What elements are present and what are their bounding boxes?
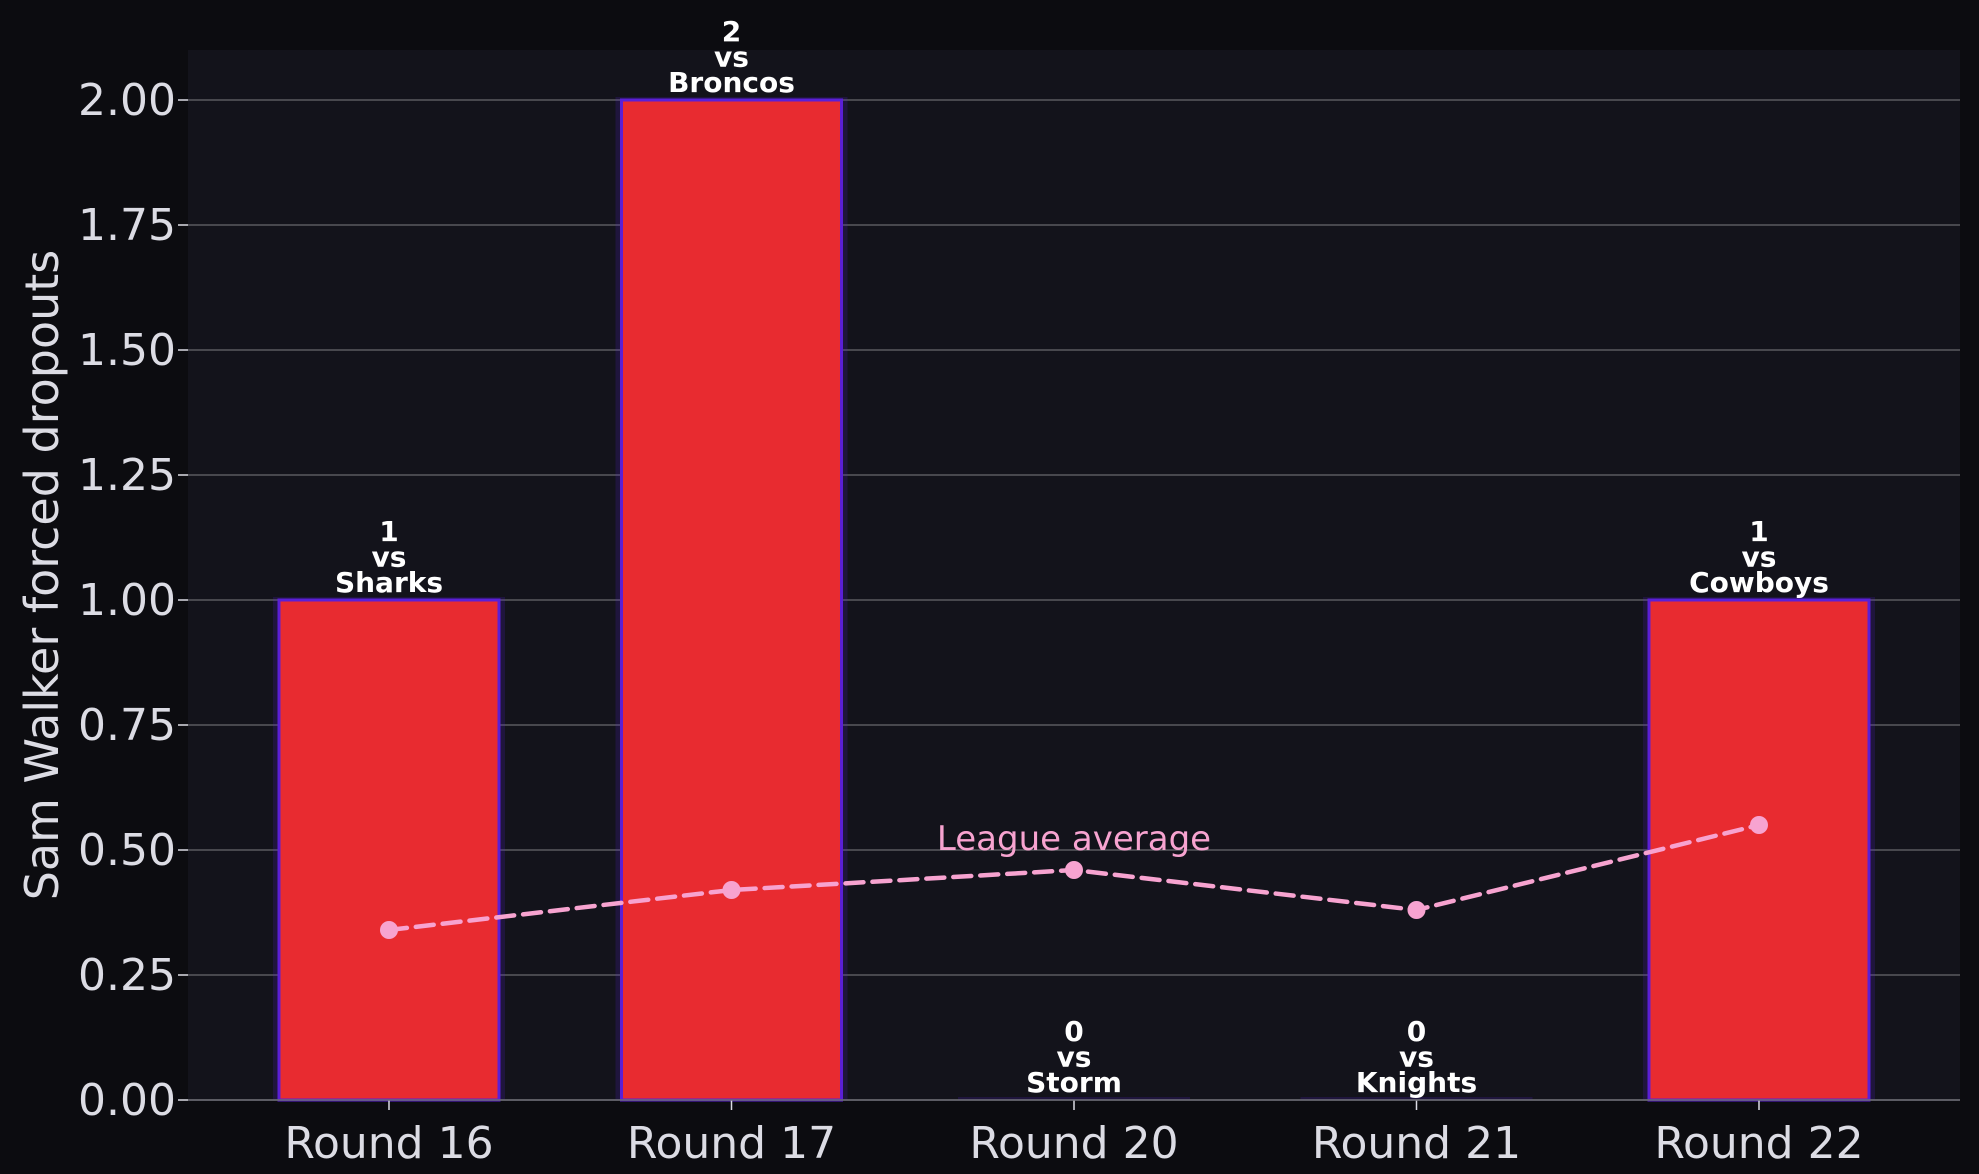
league-average-point bbox=[380, 921, 398, 939]
y-tick-label: 1.75 bbox=[78, 200, 176, 251]
bar-label: Cowboys bbox=[1689, 566, 1829, 599]
y-tick-label: 0.50 bbox=[78, 825, 176, 876]
bar-label: 2 bbox=[722, 15, 741, 48]
league-average-point bbox=[1407, 901, 1426, 919]
y-axis-label: Sam Walker forced dropouts bbox=[15, 250, 69, 901]
y-tick-label: 0.75 bbox=[78, 700, 176, 751]
bar-label: Storm bbox=[1026, 1066, 1122, 1099]
league-average-point bbox=[1065, 861, 1083, 879]
x-axis-ticks: Round 16 Round 17 Round 20 Round 21 Round 22 bbox=[284, 1100, 1864, 1169]
bar-glow bbox=[958, 1097, 1190, 1100]
bar-labels: 1vsSharks2vsBroncos0vsStorm0vsKnights1vs… bbox=[335, 15, 1829, 1099]
bar-label: 0 bbox=[1407, 1015, 1426, 1048]
league-average-point bbox=[1750, 816, 1768, 834]
bar-label: 1 bbox=[379, 515, 398, 548]
bar-label: vs bbox=[714, 41, 749, 74]
bar-label: vs bbox=[1057, 1041, 1092, 1074]
bars bbox=[273, 97, 1875, 1102]
bar-label: vs bbox=[1742, 541, 1777, 574]
league-average-label: League average bbox=[937, 819, 1211, 859]
bar bbox=[1647, 598, 1871, 1102]
bar-label: vs bbox=[1399, 1041, 1434, 1074]
bar bbox=[277, 598, 501, 1102]
y-axis-ticks: 0.00 0.25 0.50 0.75 1.00 1.25 1.50 1.75 2.00 bbox=[78, 75, 188, 1126]
y-tick-label: 1.00 bbox=[78, 575, 176, 626]
bar-label: 1 bbox=[1749, 515, 1768, 548]
bar-label: Broncos bbox=[668, 66, 795, 99]
league-average-series: League average bbox=[380, 816, 1768, 939]
bar-label: 0 bbox=[1064, 1015, 1083, 1048]
y-tick-label: 1.50 bbox=[78, 325, 176, 376]
bar-label: Sharks bbox=[335, 566, 443, 599]
bar-label: vs bbox=[372, 541, 407, 574]
y-tick-label: 2.00 bbox=[78, 75, 176, 126]
y-tick-label: 1.25 bbox=[78, 450, 176, 501]
y-tick-label: 0.00 bbox=[78, 1075, 176, 1126]
y-tick-label: 0.25 bbox=[78, 950, 176, 1001]
x-tick-label: Round 17 bbox=[627, 1118, 836, 1169]
bar-glow bbox=[1300, 1097, 1533, 1100]
x-tick-label: Round 22 bbox=[1654, 1118, 1863, 1169]
x-tick-label: Round 16 bbox=[284, 1118, 493, 1169]
bar bbox=[620, 98, 843, 1102]
bar-label: Knights bbox=[1356, 1066, 1477, 1099]
league-average-point bbox=[722, 881, 741, 899]
x-tick-label: Round 21 bbox=[1312, 1118, 1521, 1169]
x-tick-label: Round 20 bbox=[969, 1118, 1178, 1169]
